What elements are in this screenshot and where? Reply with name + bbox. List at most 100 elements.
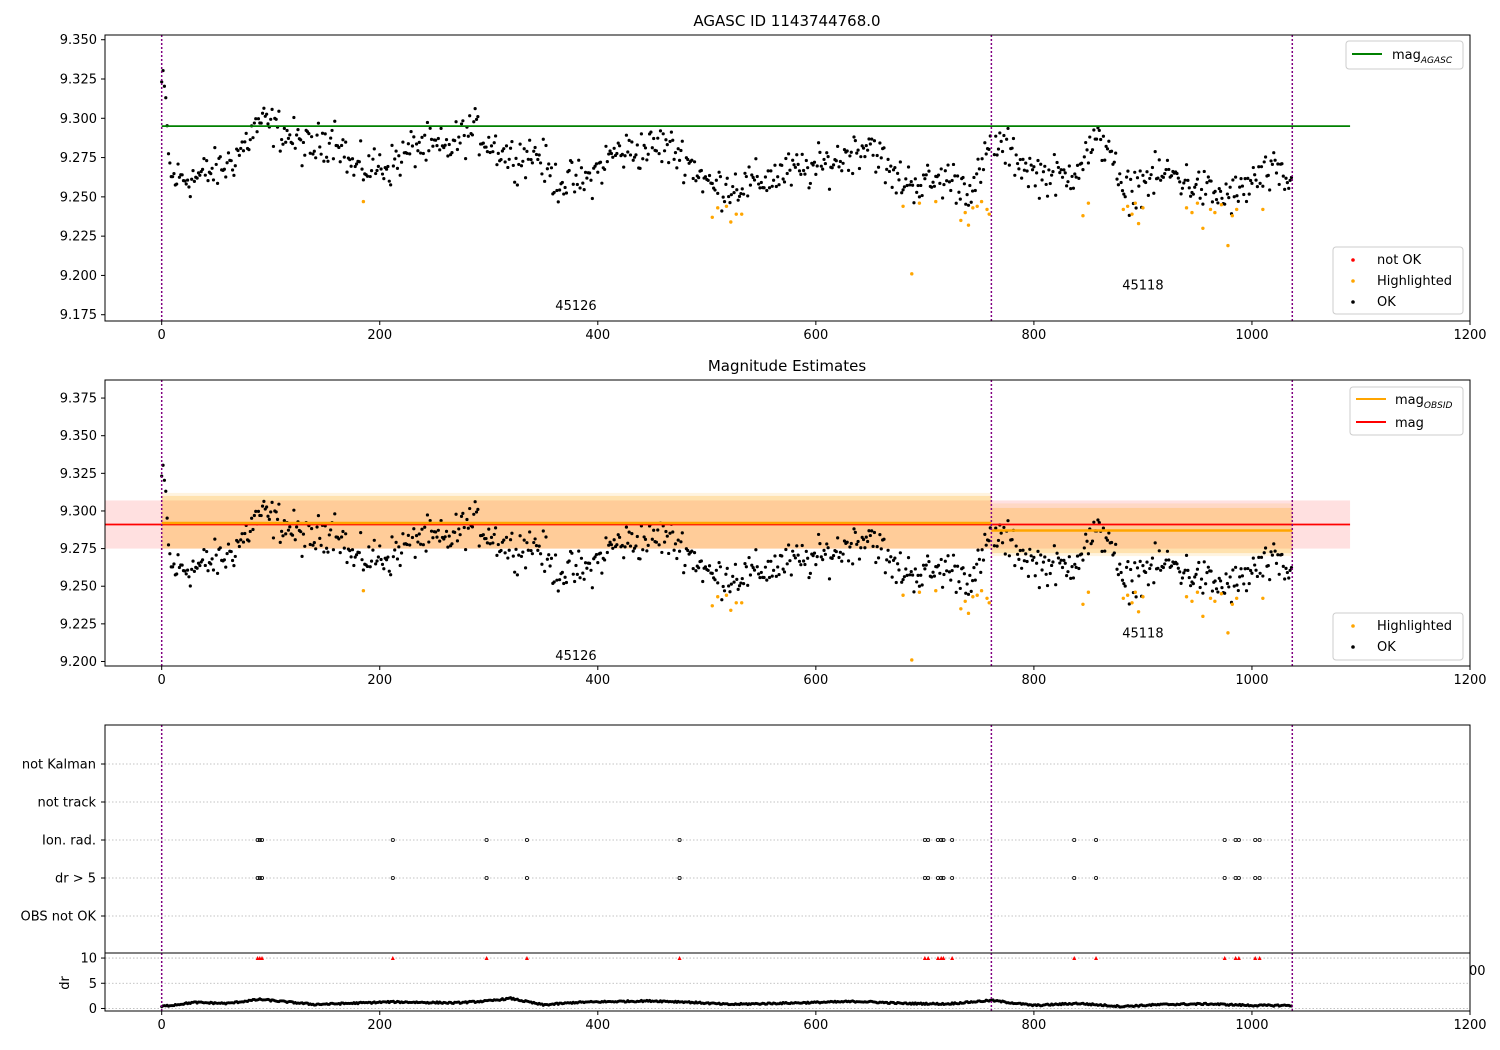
ok-point xyxy=(1103,549,1107,553)
ok-point xyxy=(623,545,627,549)
ok-point xyxy=(968,183,972,188)
ok-point xyxy=(992,544,996,548)
ok-point xyxy=(683,563,687,568)
ok-point xyxy=(185,568,190,572)
ok-point xyxy=(927,559,931,564)
flag-category-label: not Kalman xyxy=(22,758,96,773)
ok-point xyxy=(770,574,774,578)
ok-point xyxy=(1227,196,1231,200)
flag-category-label: OBS not OK xyxy=(21,910,97,925)
ok-point xyxy=(481,533,485,537)
ok-point xyxy=(885,167,889,171)
ok-point xyxy=(495,163,499,167)
ok-point xyxy=(549,166,554,170)
ok-point xyxy=(315,133,319,137)
ok-point xyxy=(225,551,229,556)
ok-point xyxy=(502,147,506,151)
ok-point xyxy=(485,541,490,545)
flag-marker xyxy=(1236,838,1241,843)
ok-point xyxy=(1146,583,1150,587)
ok-point xyxy=(293,146,297,150)
ok-point xyxy=(1149,173,1153,177)
ok-point xyxy=(575,572,579,576)
ok-point xyxy=(874,170,878,174)
ok-point xyxy=(214,553,218,557)
ok-point xyxy=(1073,562,1077,566)
ok-point xyxy=(1144,570,1148,575)
ok-point xyxy=(401,140,405,144)
ok-point xyxy=(645,549,649,553)
ok-point xyxy=(987,147,991,151)
ok-point xyxy=(931,180,935,184)
panel-mag-estimates-legend-top: magOBSID mag xyxy=(1349,386,1464,436)
ok-point xyxy=(851,171,855,176)
ok-point xyxy=(282,519,286,523)
flag-marker xyxy=(941,876,946,881)
ok-point xyxy=(618,144,622,148)
dr-clipped-marker xyxy=(1257,956,1262,961)
ok-point xyxy=(1022,168,1026,172)
ok-point xyxy=(1044,182,1048,187)
ok-point xyxy=(1007,554,1011,558)
ok-point xyxy=(724,182,728,186)
ok-point xyxy=(1248,568,1253,573)
ok-point xyxy=(732,580,736,584)
ok-point xyxy=(1063,561,1067,565)
ok-point xyxy=(668,531,672,535)
ok-point xyxy=(200,558,205,562)
ok-point xyxy=(401,532,405,536)
ok-point xyxy=(416,540,420,544)
dr-clipped-marker xyxy=(524,956,529,961)
ok-point xyxy=(529,548,533,553)
ok-point xyxy=(622,165,626,169)
ok-point xyxy=(940,196,945,200)
ok-point xyxy=(785,562,789,566)
ok-point xyxy=(1088,135,1092,139)
ok-point xyxy=(282,126,286,130)
ok-point xyxy=(1059,558,1063,562)
ok-point xyxy=(190,177,194,181)
ok-point xyxy=(1244,199,1249,204)
ok-point xyxy=(1210,200,1215,204)
ok-point xyxy=(1107,531,1111,535)
ok-point xyxy=(270,500,274,505)
x-tick-label: 200 xyxy=(367,328,392,343)
ok-point xyxy=(921,173,926,177)
flag-marker xyxy=(257,838,262,843)
ok-point xyxy=(940,585,945,589)
ok-point xyxy=(1274,561,1279,565)
ok-point xyxy=(1152,581,1156,585)
ok-point xyxy=(634,544,638,548)
ok-point xyxy=(333,119,337,123)
ok-point xyxy=(1074,565,1078,569)
highlighted-point xyxy=(934,589,938,593)
ok-point xyxy=(564,580,569,585)
highlighted-point xyxy=(1081,214,1085,218)
ok-point xyxy=(943,559,947,563)
ok-point xyxy=(429,137,434,141)
ok-point xyxy=(846,168,851,172)
ok-point xyxy=(185,178,190,182)
ok-point xyxy=(590,586,594,590)
ok-point xyxy=(270,107,274,111)
flag-category-label: dr > 5 xyxy=(55,872,96,887)
highlighted-point xyxy=(934,199,938,204)
ok-point xyxy=(384,558,389,562)
ok-point xyxy=(1130,189,1134,193)
ok-point xyxy=(397,545,401,549)
ok-point xyxy=(736,587,740,592)
ok-point xyxy=(1127,602,1131,606)
ok-point xyxy=(176,162,180,166)
ok-point xyxy=(699,559,703,563)
ok-point xyxy=(1062,558,1066,562)
ok-point xyxy=(771,178,776,182)
ok-point xyxy=(574,173,578,177)
ok-point xyxy=(316,121,321,125)
ok-point xyxy=(1047,168,1051,172)
ok-point xyxy=(917,584,922,588)
ok-point xyxy=(575,182,579,187)
y-tick-label: 9.275 xyxy=(60,542,97,557)
ok-point xyxy=(759,180,763,185)
ok-point xyxy=(394,540,398,544)
ok-point xyxy=(1051,560,1055,564)
